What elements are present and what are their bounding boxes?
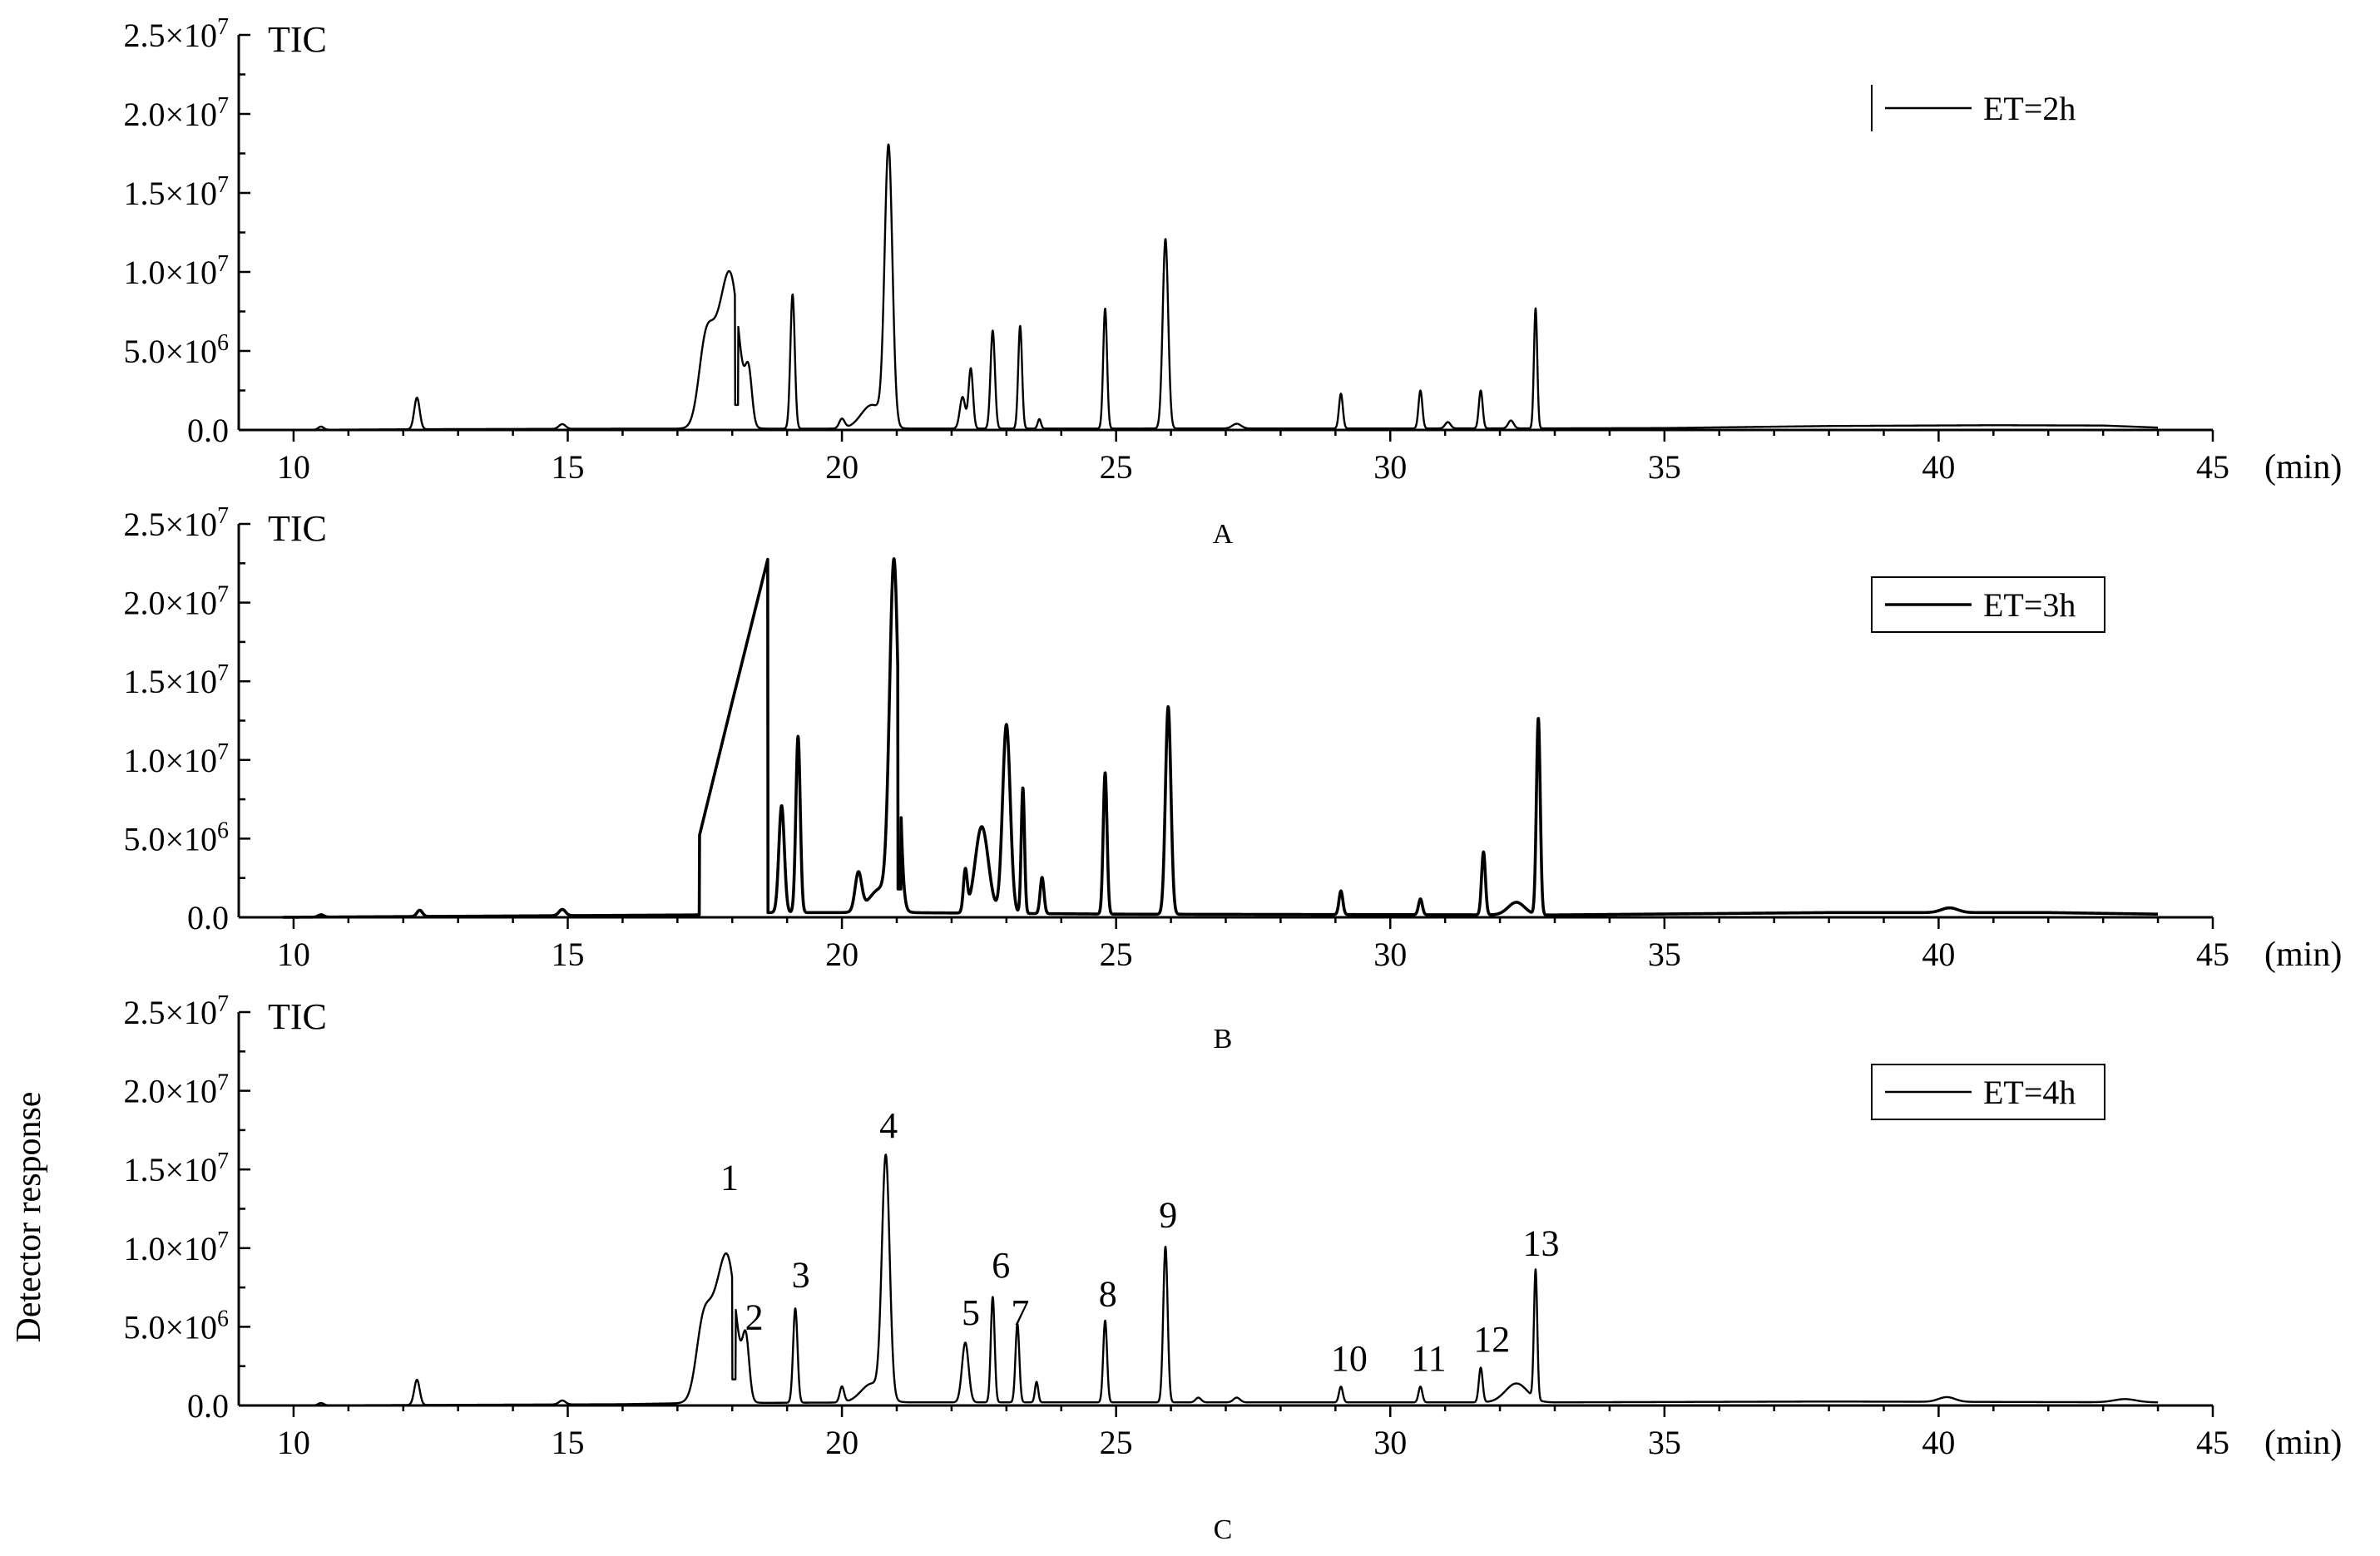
series-line-et4h bbox=[281, 1153, 2159, 1407]
peak-label: 2 bbox=[745, 1297, 764, 1338]
peak-label: 13 bbox=[1523, 1223, 1560, 1264]
peak-label: 1 bbox=[720, 1157, 739, 1198]
legend-label: ET=3h bbox=[1983, 586, 2076, 624]
x-tick-label: 45 bbox=[2196, 936, 2229, 973]
x-tick-label: 20 bbox=[825, 1424, 858, 1461]
legend-border bbox=[1871, 1064, 2105, 1120]
y-tick-label: 1.0×107 bbox=[123, 251, 229, 292]
peak-label: 4 bbox=[879, 1105, 898, 1146]
legend: ET=4h bbox=[1871, 1064, 2105, 1120]
panel-letter: A bbox=[1213, 519, 1234, 550]
tic-label: TIC bbox=[268, 19, 327, 60]
x-tick-label: 40 bbox=[1922, 936, 1955, 973]
x-tick-label: 10 bbox=[277, 936, 310, 973]
panel-c: 0.0 5.0×106 1.0×107 1.5×107 2.0×107 2.5×107 10… bbox=[10, 991, 2342, 1546]
x-tick-label: 45 bbox=[2196, 1424, 2229, 1461]
peak-label: 5 bbox=[962, 1292, 980, 1333]
x-tick-label: 20 bbox=[825, 448, 858, 486]
legend: ET=2h bbox=[1871, 85, 2076, 131]
peak-label: 7 bbox=[1011, 1292, 1029, 1333]
y-tick-label: 1.0×107 bbox=[123, 1227, 229, 1267]
x-tick-label: 45 bbox=[2196, 448, 2229, 486]
y-tick-label: 2.0×107 bbox=[123, 581, 229, 622]
peak-label: 11 bbox=[1411, 1338, 1446, 1379]
peak-label: 12 bbox=[1473, 1319, 1510, 1360]
x-tick-label: 40 bbox=[1922, 448, 1955, 486]
y-tick-label: 2.5×107 bbox=[123, 14, 229, 55]
x-axis-unit-label: (min) bbox=[2264, 1424, 2342, 1462]
x-tick-label: 40 bbox=[1922, 1424, 1955, 1461]
legend-label: ET=4h bbox=[1983, 1074, 2076, 1111]
x-axis-unit-label: (min) bbox=[2264, 448, 2342, 487]
peak-label: 6 bbox=[992, 1245, 1010, 1286]
series-line-et3h bbox=[281, 557, 2160, 919]
peak-label: 3 bbox=[792, 1255, 810, 1296]
y-tick-label: 0.0 bbox=[187, 899, 229, 936]
x-tick-label: 25 bbox=[1100, 936, 1133, 973]
y-tick-label: 1.5×107 bbox=[123, 1148, 229, 1189]
y-tick-label: 1.5×107 bbox=[123, 660, 229, 701]
series-line-et2h bbox=[281, 143, 2159, 432]
y-tick-label: 5.0×106 bbox=[123, 1306, 229, 1346]
legend-border bbox=[1871, 576, 2105, 633]
y-tick-label: 5.0×106 bbox=[123, 330, 229, 371]
panel-letter: B bbox=[1214, 1024, 1233, 1055]
y-tick-label: 2.5×107 bbox=[123, 503, 229, 544]
legend: ET=3h bbox=[1871, 576, 2105, 633]
x-tick-label: 15 bbox=[552, 936, 585, 973]
tic-label: TIC bbox=[268, 996, 327, 1037]
x-tick-label: 25 bbox=[1100, 1424, 1133, 1461]
x-tick-label: 20 bbox=[825, 936, 858, 973]
x-tick-label: 10 bbox=[277, 1424, 310, 1461]
peak-label: 8 bbox=[1099, 1273, 1117, 1314]
y-axis-title: Detector response bbox=[10, 1091, 48, 1342]
x-tick-label: 35 bbox=[1648, 936, 1681, 973]
x-tick-label: 35 bbox=[1648, 1424, 1681, 1461]
panel-letter: C bbox=[1214, 1514, 1233, 1545]
tic-label: TIC bbox=[268, 508, 327, 549]
x-tick-label: 10 bbox=[277, 448, 310, 486]
y-tick-label: 0.0 bbox=[187, 412, 229, 449]
x-tick-label: 30 bbox=[1373, 448, 1407, 486]
legend-label: ET=2h bbox=[1983, 90, 2076, 127]
y-tick-label: 0.0 bbox=[187, 1387, 229, 1425]
x-tick-label: 25 bbox=[1100, 448, 1133, 486]
panel-b: 0.0 5.0×106 1.0×107 1.5×107 2.0×107 2.5×107 10… bbox=[123, 503, 2342, 1055]
panel-a: 0.0 5.0×106 1.0×107 1.5×107 2.0×107 2.5×107 10… bbox=[123, 14, 2342, 551]
y-tick-label: 2.5×107 bbox=[123, 991, 229, 1032]
peak-label: 9 bbox=[1159, 1195, 1177, 1236]
y-tick-label: 2.0×107 bbox=[123, 1069, 229, 1110]
x-tick-label: 35 bbox=[1648, 448, 1681, 486]
x-axis-unit-label: (min) bbox=[2264, 936, 2342, 974]
x-tick-label: 15 bbox=[552, 1424, 585, 1461]
y-tick-label: 1.5×107 bbox=[123, 172, 229, 213]
y-tick-label: 5.0×106 bbox=[123, 818, 229, 858]
y-tick-label: 1.0×107 bbox=[123, 738, 229, 779]
x-tick-label: 30 bbox=[1373, 936, 1407, 973]
x-tick-label: 15 bbox=[552, 448, 585, 486]
peak-label: 10 bbox=[1331, 1338, 1368, 1379]
x-tick-label: 30 bbox=[1373, 1424, 1407, 1461]
y-tick-label: 2.0×107 bbox=[123, 93, 229, 134]
